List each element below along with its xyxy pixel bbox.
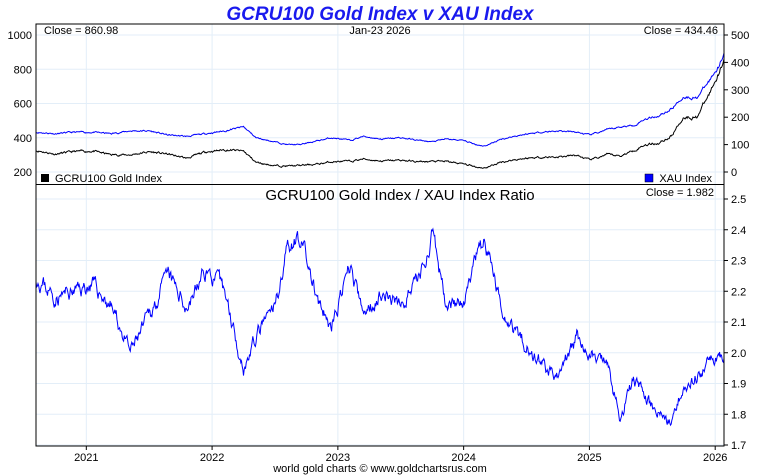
legend-swatch-xau: [644, 173, 654, 183]
ratio-y-tick-label: 2.3: [731, 256, 746, 268]
left-y-tick-label: 200: [14, 167, 32, 179]
x-tick-label: 2023: [326, 452, 350, 464]
legend-swatch-gcru: [41, 174, 49, 182]
legend-xau: XAU Index: [659, 173, 712, 185]
ratio-line: [35, 227, 725, 427]
chart-title: GCRU100 Gold Index v XAU Index: [226, 4, 535, 25]
xau-line: [35, 52, 725, 147]
right-y-tick-label: 0: [731, 167, 737, 179]
ratio-y-tick-label: 2.1: [731, 317, 746, 329]
right-y-tick-label: 300: [731, 85, 749, 97]
right-close-label: Close = 434.46: [644, 25, 718, 37]
left-close-label: Close = 860.98: [44, 25, 118, 37]
axes: 2021 2022 2023 2024 2025 20262004006008001000…: [8, 30, 750, 464]
right-y-tick-label: 100: [731, 140, 749, 152]
ratio-y-tick-label: 2.0: [731, 348, 746, 360]
left-y-tick-label: 1000: [8, 30, 32, 42]
ratio-title: GCRU100 Gold Index / XAU Index Ratio: [265, 187, 534, 204]
left-y-tick-label: 800: [14, 64, 32, 76]
left-y-tick-label: 600: [14, 99, 32, 111]
ratio-y-tick-label: 1.8: [731, 409, 746, 421]
ratio-y-tick-label: 1.9: [731, 379, 746, 391]
x-tick-label: 2022: [200, 452, 224, 464]
ratio-y-tick-label: 2.2: [731, 286, 746, 298]
right-y-tick-label: 500: [731, 30, 749, 42]
grid-lines: [36, 24, 724, 446]
right-y-tick-label: 400: [731, 57, 749, 69]
plot-frame: [35, 23, 725, 447]
date-label: Jan-23 2026: [349, 25, 410, 37]
gcru100-line: [35, 58, 725, 169]
x-tick-label: 2021: [74, 452, 98, 464]
ratio-y-tick-label: 2.5: [731, 194, 746, 206]
ratio-y-tick-label: 2.4: [731, 225, 746, 237]
ratio-close-label: Close = 1.982: [646, 187, 714, 199]
x-tick-label: 2024: [451, 452, 475, 464]
legend-gcru: GCRU100 Gold Index: [55, 173, 162, 185]
x-tick-label: 2025: [577, 452, 601, 464]
footer-credit: world gold charts © www.goldchartsrus.co…: [272, 463, 487, 475]
ratio-y-tick-label: 1.7: [731, 440, 746, 452]
left-y-tick-label: 400: [14, 133, 32, 145]
x-tick-label: 2026: [703, 452, 727, 464]
right-y-tick-label: 200: [731, 112, 749, 124]
series-lines: [35, 52, 725, 427]
